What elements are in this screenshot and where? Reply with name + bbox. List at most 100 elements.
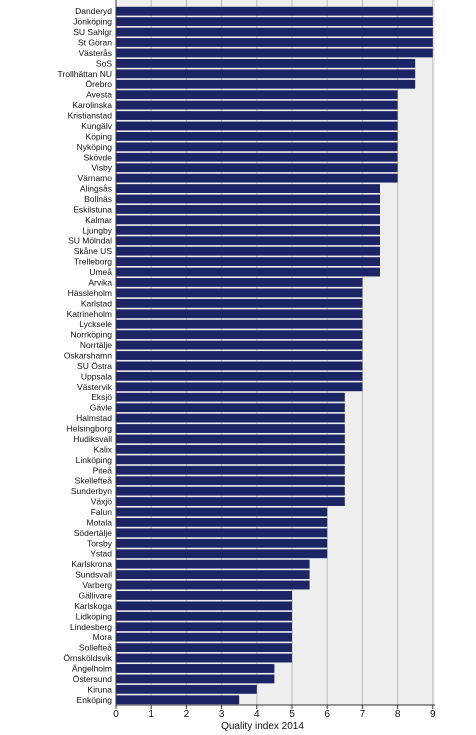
bar-36: [116, 382, 363, 392]
bar-2: [116, 27, 433, 37]
bar-24: [116, 257, 380, 267]
bar-16: [116, 173, 398, 183]
category-label-50: Södertälje: [74, 528, 113, 538]
bar-28: [116, 298, 363, 308]
category-label-65: Kiruna: [87, 684, 112, 694]
category-label-45: Skellefteå: [75, 476, 113, 486]
bar-10: [116, 111, 398, 120]
category-label-37: Eksjö: [91, 392, 112, 402]
category-label-36: Västervik: [77, 382, 113, 392]
bar-30: [116, 319, 363, 329]
x-tick-label-0: 0: [113, 709, 119, 720]
bar-6: [116, 69, 416, 79]
category-label-49: Motala: [86, 517, 112, 527]
bar-50: [116, 528, 328, 538]
bar-39: [116, 413, 345, 423]
x-tick-label-3: 3: [219, 709, 225, 720]
bar-44: [116, 465, 345, 475]
category-label-26: Arvika: [88, 277, 112, 287]
category-label-66: Enköping: [77, 695, 113, 705]
x-axis-title: Quality index 2014: [221, 721, 304, 732]
category-label-57: Karlskoga: [74, 601, 112, 611]
category-label-60: Mora: [93, 632, 113, 642]
category-label-15: Visby: [91, 163, 112, 173]
x-tick-label-8: 8: [395, 709, 401, 720]
x-tick-label-6: 6: [324, 709, 330, 720]
x-tick-label-9: 9: [430, 709, 436, 720]
category-label-56: Gällivare: [78, 590, 112, 600]
category-label-18: Bollnäs: [84, 194, 112, 204]
bar-57: [116, 601, 292, 611]
category-label-55: Varberg: [82, 580, 112, 590]
category-label-61: Sollefteå: [79, 643, 112, 653]
bar-27: [116, 288, 363, 298]
x-tick-label-4: 4: [254, 709, 260, 720]
bar-34: [116, 361, 363, 371]
category-label-23: Skåne US: [74, 246, 113, 256]
category-label-9: Karolinska: [72, 100, 112, 110]
bar-14: [116, 152, 398, 162]
bar-52: [116, 549, 328, 559]
category-label-8: Avesta: [86, 90, 112, 100]
category-label-4: Västerås: [78, 48, 112, 58]
bar-55: [116, 580, 310, 590]
category-label-58: Lidköping: [76, 611, 113, 621]
category-label-2: SU Sahlgr: [73, 27, 112, 37]
category-label-44: Piteå: [93, 465, 113, 475]
bar-45: [116, 476, 345, 486]
category-label-11: Kungälv: [81, 121, 112, 131]
category-label-48: Falun: [91, 507, 113, 517]
bar-58: [116, 611, 292, 621]
bar-59: [116, 622, 292, 632]
category-label-32: Norrtälje: [80, 340, 112, 350]
bar-38: [116, 403, 345, 413]
bar-49: [116, 518, 328, 527]
bar-46: [116, 486, 345, 496]
category-label-31: Norrköping: [70, 330, 112, 340]
bar-60: [116, 632, 292, 642]
bar-1: [116, 17, 433, 27]
category-label-46: Sunderbyn: [71, 486, 112, 496]
bar-5: [116, 58, 416, 68]
bar-22: [116, 236, 380, 246]
bar-13: [116, 142, 398, 152]
category-label-6: Trollhättan NU: [58, 69, 112, 79]
bar-0: [116, 6, 433, 16]
bar-31: [116, 330, 363, 340]
category-label-35: Uppsala: [81, 371, 112, 381]
category-label-19: Eskilstuna: [73, 204, 112, 214]
category-label-3: St Göran: [78, 38, 112, 48]
bar-26: [116, 278, 363, 287]
bar-62: [116, 653, 292, 663]
bar-25: [116, 267, 380, 277]
category-label-42: Kalix: [94, 444, 113, 454]
bar-29: [116, 309, 363, 319]
bar-65: [116, 684, 257, 694]
category-label-40: Helsingborg: [67, 424, 113, 434]
category-label-38: Gävle: [90, 403, 112, 413]
category-label-13: Nyköping: [77, 142, 113, 152]
category-label-25: Umeå: [89, 267, 112, 277]
bar-3: [116, 38, 433, 47]
category-label-47: Växjö: [91, 497, 113, 507]
bar-11: [116, 121, 398, 131]
category-label-1: Jönköping: [73, 17, 112, 27]
x-tick-label-7: 7: [360, 709, 366, 720]
category-label-14: Skövde: [84, 152, 113, 162]
category-label-5: SoS: [96, 58, 112, 68]
bar-21: [116, 225, 380, 235]
bar-47: [116, 497, 345, 506]
category-label-10: Kristianstad: [68, 111, 113, 121]
category-label-51: Torsby: [87, 538, 113, 548]
bar-19: [116, 205, 380, 214]
category-label-24: Trelleborg: [74, 257, 112, 267]
bar-9: [116, 100, 398, 110]
bar-15: [116, 163, 398, 173]
bars: [116, 6, 433, 705]
category-label-28: Karlstad: [81, 298, 112, 308]
category-label-39: Halmstad: [76, 413, 112, 423]
bar-56: [116, 591, 292, 600]
bar-37: [116, 392, 345, 402]
